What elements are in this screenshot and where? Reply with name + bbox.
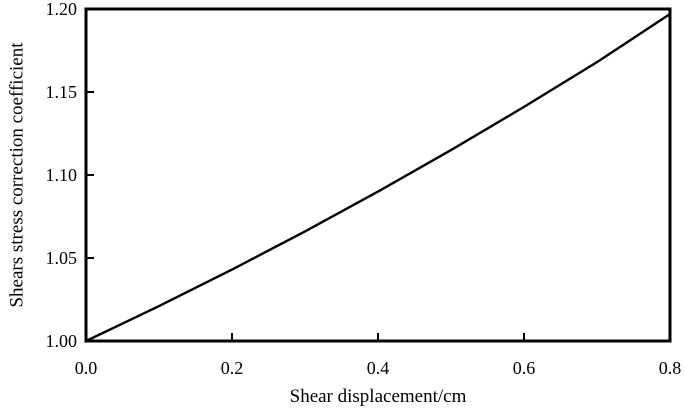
y-tick-label: 1.10 <box>46 165 78 185</box>
y-tick-label: 1.20 <box>46 0 78 19</box>
x-axis-label: Shear displacement/cm <box>290 386 467 407</box>
y-tick-label: 1.15 <box>46 82 78 102</box>
plot-frame <box>84 7 672 343</box>
x-tick-label: 0.6 <box>513 358 536 378</box>
x-tick-label: 0.2 <box>221 358 244 378</box>
series-group <box>85 12 671 343</box>
y-axis-label: Shears stress correction coefficient <box>6 42 27 308</box>
x-tick-label: 0.4 <box>367 358 390 378</box>
axis-ticks: 0.0 0.2 0.4 0.6 0.8 1.00 1.05 1.10 1.15 1.20 <box>46 0 682 378</box>
x-tick-label: 0.0 <box>75 358 98 378</box>
y-tick-label: 1.00 <box>46 331 78 351</box>
y-tick-label: 1.05 <box>46 248 78 268</box>
x-tick-label: 0.8 <box>659 358 682 378</box>
series-line <box>85 12 671 343</box>
